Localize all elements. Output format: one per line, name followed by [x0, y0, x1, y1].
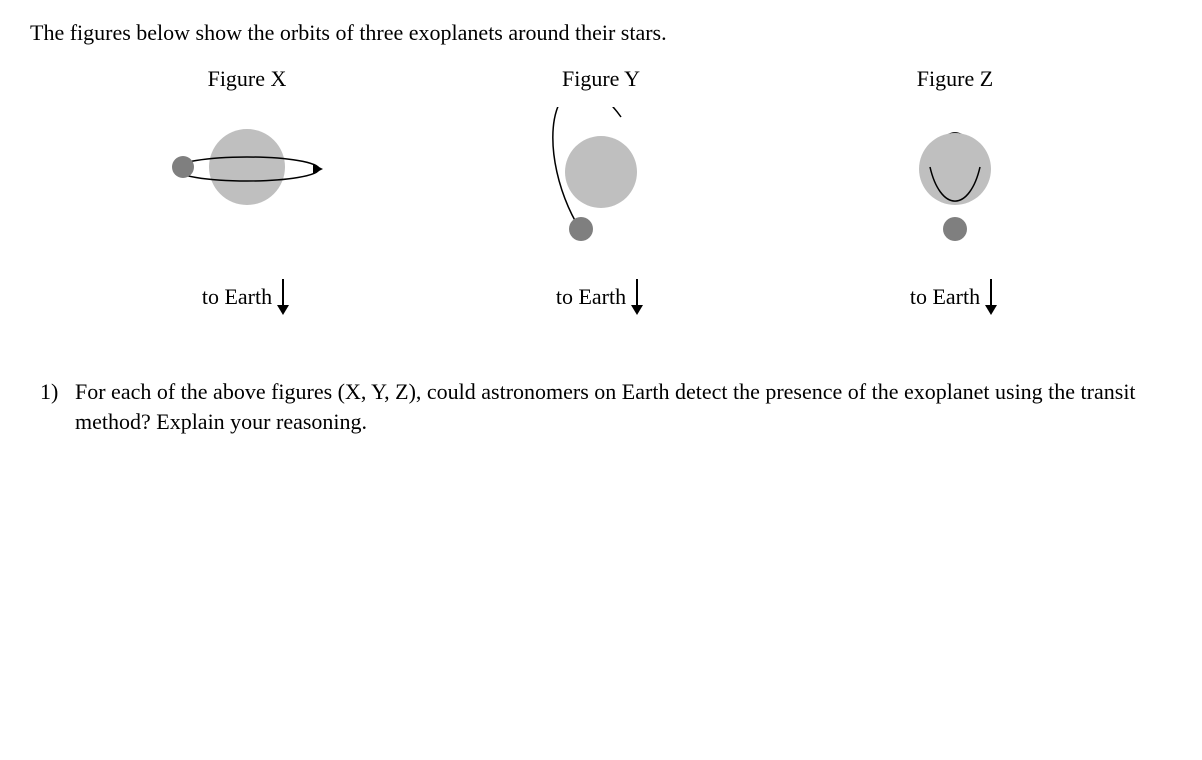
- figure-z-diagram: [855, 107, 1055, 267]
- down-arrow-icon: [628, 277, 646, 317]
- figure-x-diagram: [147, 107, 347, 267]
- down-arrow-icon: [982, 277, 1000, 317]
- down-arrow-icon: [274, 277, 292, 317]
- figure-y-earth-arrow: to Earth: [556, 277, 646, 317]
- figure-z-earth-arrow: to Earth: [910, 277, 1000, 317]
- figure-x-earth-label: to Earth: [202, 284, 272, 310]
- figures-row: Figure X to Earth Fi: [30, 66, 1172, 317]
- question-1: 1) For each of the above figures (X, Y, …: [30, 377, 1172, 436]
- figure-x-earth-arrow: to Earth: [202, 277, 292, 317]
- figure-y-earth-label: to Earth: [556, 284, 626, 310]
- figure-z-label: Figure Z: [917, 66, 993, 92]
- figure-y-diagram: [501, 107, 701, 267]
- intro-text: The figures below show the orbits of thr…: [30, 20, 1172, 46]
- figure-y-label: Figure Y: [562, 66, 640, 92]
- figure-x-label: Figure X: [208, 66, 287, 92]
- figure-z-earth-label: to Earth: [910, 284, 980, 310]
- figure-y-block: Figure Y to Earth: [451, 66, 751, 317]
- question-text: For each of the above figures (X, Y, Z),…: [75, 377, 1172, 436]
- figure-x-block: Figure X to Earth: [97, 66, 397, 317]
- figure-z-block: Figure Z to Earth: [805, 66, 1105, 317]
- question-number: 1): [40, 377, 75, 436]
